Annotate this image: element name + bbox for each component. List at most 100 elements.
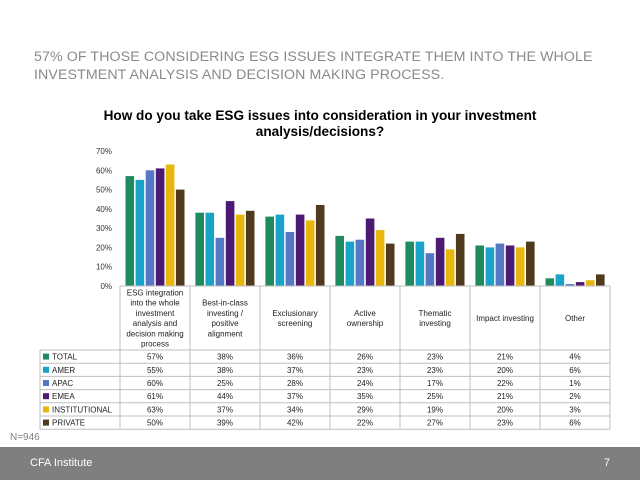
bar [305,220,315,286]
legend-key [43,419,49,426]
data-label: 38% [217,353,233,362]
data-label: 2% [569,392,581,401]
bar [515,247,525,286]
series-name: PRIVATE [52,419,85,428]
bar [405,241,414,286]
bar [285,232,295,286]
category-label: Impact investing [476,314,534,323]
category-label: Other [565,314,585,323]
series-name: TOTAL [52,353,78,362]
data-label: 50% [147,419,163,428]
data-label: 37% [287,366,303,375]
bar [585,280,595,286]
y-tick-label: 0% [100,282,112,291]
bar [485,247,495,286]
bar [415,241,425,286]
slide-headline: 57% of those considering ESG issues inte… [34,49,593,83]
page-number: 7 [603,457,610,469]
data-label: 25% [217,379,233,388]
bar [135,179,145,286]
bar [526,241,535,286]
data-label: 25% [427,392,443,401]
bar [205,212,215,286]
bar [215,237,225,286]
bar [445,249,455,286]
data-label: 60% [147,379,163,388]
data-label: 1% [569,379,581,388]
data-label: 22% [357,419,373,428]
data-label: 4% [569,353,581,362]
bar [385,243,395,286]
data-label: 20% [497,366,513,375]
data-label: 37% [217,405,233,414]
data-label: 21% [497,392,513,401]
legend-key [43,366,49,373]
sample-size-note: N=946 [10,432,40,443]
legend-key [43,406,49,413]
data-label: 21% [497,353,513,362]
bar [455,233,465,286]
footer-bar: CFA Institute 7 [0,447,640,480]
bar [125,176,135,286]
data-label: 26% [357,353,373,362]
bar [435,237,445,286]
data-label: 23% [357,366,373,375]
bar [565,284,575,286]
y-tick-label: 10% [96,263,112,272]
bar [245,210,255,286]
bar [335,235,344,286]
bar [175,189,185,286]
bar [355,239,365,286]
bar [145,170,155,286]
bar [195,212,204,286]
bar [425,253,435,286]
category-label: Exclusionary screening [272,309,317,328]
data-label: 17% [427,379,443,388]
y-tick-label: 70% [96,147,112,156]
y-tick-label: 20% [96,243,112,252]
series-name: EMEA [52,392,75,401]
bar [505,245,515,286]
data-label: 36% [287,353,303,362]
bar [275,214,285,286]
data-label: 3% [569,405,581,414]
y-tick-label: 30% [96,224,112,233]
y-tick-label: 60% [96,166,112,175]
data-label: 63% [147,405,163,414]
data-label: 29% [357,405,373,414]
data-label: 24% [357,379,373,388]
bar [315,205,325,286]
series-name: INSTITUTIONAL [52,405,113,414]
bar [225,201,235,286]
data-label: 44% [217,392,233,401]
data-label: 27% [427,419,443,428]
bar [555,274,565,286]
bar [295,214,305,286]
data-label: 23% [427,366,443,375]
data-label: 42% [287,419,303,428]
bar [545,278,555,286]
data-label: 38% [217,366,233,375]
legend-key [43,353,49,360]
bar [345,241,355,286]
footer-brand: CFA Institute [30,457,93,469]
bar [475,245,484,286]
series-name: AMER [52,366,75,375]
chart-title: How do you take ESG issues into consider… [103,108,537,139]
data-label: 57% [147,353,163,362]
category-label: Active ownership [347,309,384,328]
data-label: 20% [497,405,513,414]
bar [375,230,385,286]
data-label: 6% [569,419,581,428]
data-label: 35% [357,392,373,401]
data-label: 22% [497,379,513,388]
y-tick-label: 40% [96,205,112,214]
bar [575,282,585,286]
data-label: 23% [497,419,513,428]
legend-key [43,380,49,386]
bar [596,274,605,286]
series-name: APAC [52,379,73,388]
data-label: 6% [569,366,581,375]
y-tick-label: 50% [96,186,112,195]
